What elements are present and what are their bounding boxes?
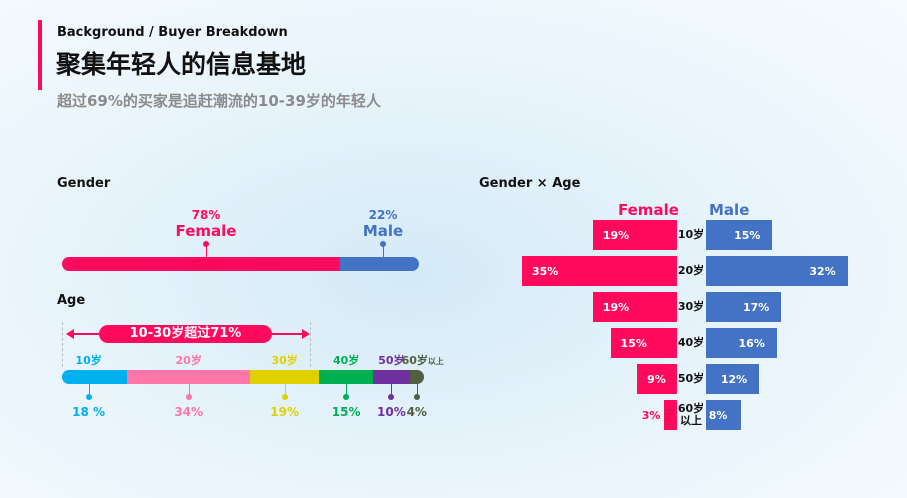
leader-line: [88, 384, 90, 396]
breadcrumb: Background / Buyer Breakdown: [57, 25, 288, 40]
female-bar: [663, 400, 677, 430]
legend-female: Female: [618, 201, 679, 219]
age-category: 20岁: [175, 354, 202, 367]
age-segment: [250, 370, 319, 384]
female-bar-label: 15%: [620, 336, 647, 350]
leader-dot: [203, 241, 209, 247]
male-bar-label: 17%: [742, 300, 770, 314]
female-bar-label: 3%: [641, 408, 661, 422]
leader-line: [284, 384, 286, 396]
gender-percent: 78%: [191, 208, 221, 222]
female-bar: 9%: [637, 364, 677, 394]
age-segment: [373, 370, 410, 384]
age-percent: 10%: [377, 405, 406, 419]
gender-label: Male: [362, 222, 404, 240]
leader-dot: [388, 394, 395, 400]
leader-line: [391, 384, 393, 396]
female-bar: 19%: [592, 220, 677, 250]
age-percent: 19%: [270, 405, 299, 419]
legend-male: Male: [709, 201, 750, 219]
age-category: 50岁: [378, 354, 405, 367]
male-bar: 8%: [706, 400, 742, 430]
leader-dot: [185, 394, 192, 400]
age-category: 40岁: [333, 354, 360, 367]
male-bar: 12%: [706, 364, 760, 394]
accent-bar: [38, 20, 42, 90]
age-category-label: 30岁: [677, 300, 705, 313]
age-suffix: 以上: [427, 357, 444, 366]
gender-percent: 22%: [368, 208, 398, 222]
age-category-label: 20岁: [677, 264, 705, 277]
female-bar-label: 9%: [647, 372, 666, 386]
gender-bar-male: [340, 257, 419, 271]
leader-dot: [413, 394, 420, 400]
male-bar: 17%: [706, 292, 782, 322]
female-bar-label: 19%: [602, 228, 630, 242]
leader-line: [383, 246, 384, 257]
male-bar-label: 16%: [738, 336, 765, 350]
gender-bar-female: [62, 257, 341, 271]
leader-line: [416, 384, 418, 396]
leader-dot: [281, 394, 288, 400]
gender-title: Gender: [57, 176, 111, 191]
female-bar: 35%: [521, 256, 677, 286]
age-category-label: 40岁: [677, 336, 705, 349]
arrow-left-icon: [66, 329, 74, 339]
age-category: 60岁以上: [401, 354, 444, 367]
age-category: 30岁: [271, 354, 298, 367]
range-divider-left: [62, 322, 63, 367]
male-bar-label: 32%: [809, 264, 836, 278]
age-category-label: 60岁 以上: [677, 402, 705, 427]
age-segment: [319, 370, 374, 384]
male-bar: 32%: [706, 256, 848, 286]
age-percent: 4%: [406, 405, 427, 419]
leader-dot: [380, 241, 386, 247]
leader-line: [346, 384, 348, 396]
leader-line: [188, 384, 190, 396]
male-bar-label: 15%: [734, 228, 761, 242]
age-percent: 34%: [174, 405, 204, 419]
male-bar-label: 12%: [720, 372, 748, 386]
range-divider-right: [310, 322, 311, 367]
age-category-label: 10岁: [677, 228, 705, 241]
female-bar-label: 19%: [602, 300, 630, 314]
age-category-label: 50岁: [677, 372, 705, 385]
range-annotation: 10-30岁超过71%: [99, 325, 272, 343]
male-bar: 15%: [706, 220, 773, 250]
leader-line: [206, 246, 207, 257]
arrow-right-icon: [302, 329, 310, 339]
age-title: Age: [57, 293, 86, 308]
male-bar-label: 8%: [708, 408, 728, 422]
female-bar-label: 35%: [531, 264, 559, 278]
female-bar: 15%: [610, 328, 677, 358]
age-percent: 15%: [331, 405, 361, 419]
age-segment: [62, 370, 128, 384]
age-percent: 18 %: [72, 405, 106, 419]
page-subtitle: 超过69%的买家是追赶潮流的10-39岁的年轻人: [57, 92, 381, 110]
age-segment: [409, 370, 424, 384]
age-segment: [127, 370, 251, 384]
gender-age-title: Gender × Age: [479, 176, 581, 191]
gender-label: Female: [175, 222, 237, 240]
age-category: 10岁: [75, 354, 102, 367]
page-title: 聚集年轻人的信息基地: [56, 50, 307, 79]
leader-dot: [85, 394, 92, 400]
leader-dot: [343, 394, 350, 400]
male-bar: 16%: [706, 328, 777, 358]
female-bar: 19%: [592, 292, 677, 322]
